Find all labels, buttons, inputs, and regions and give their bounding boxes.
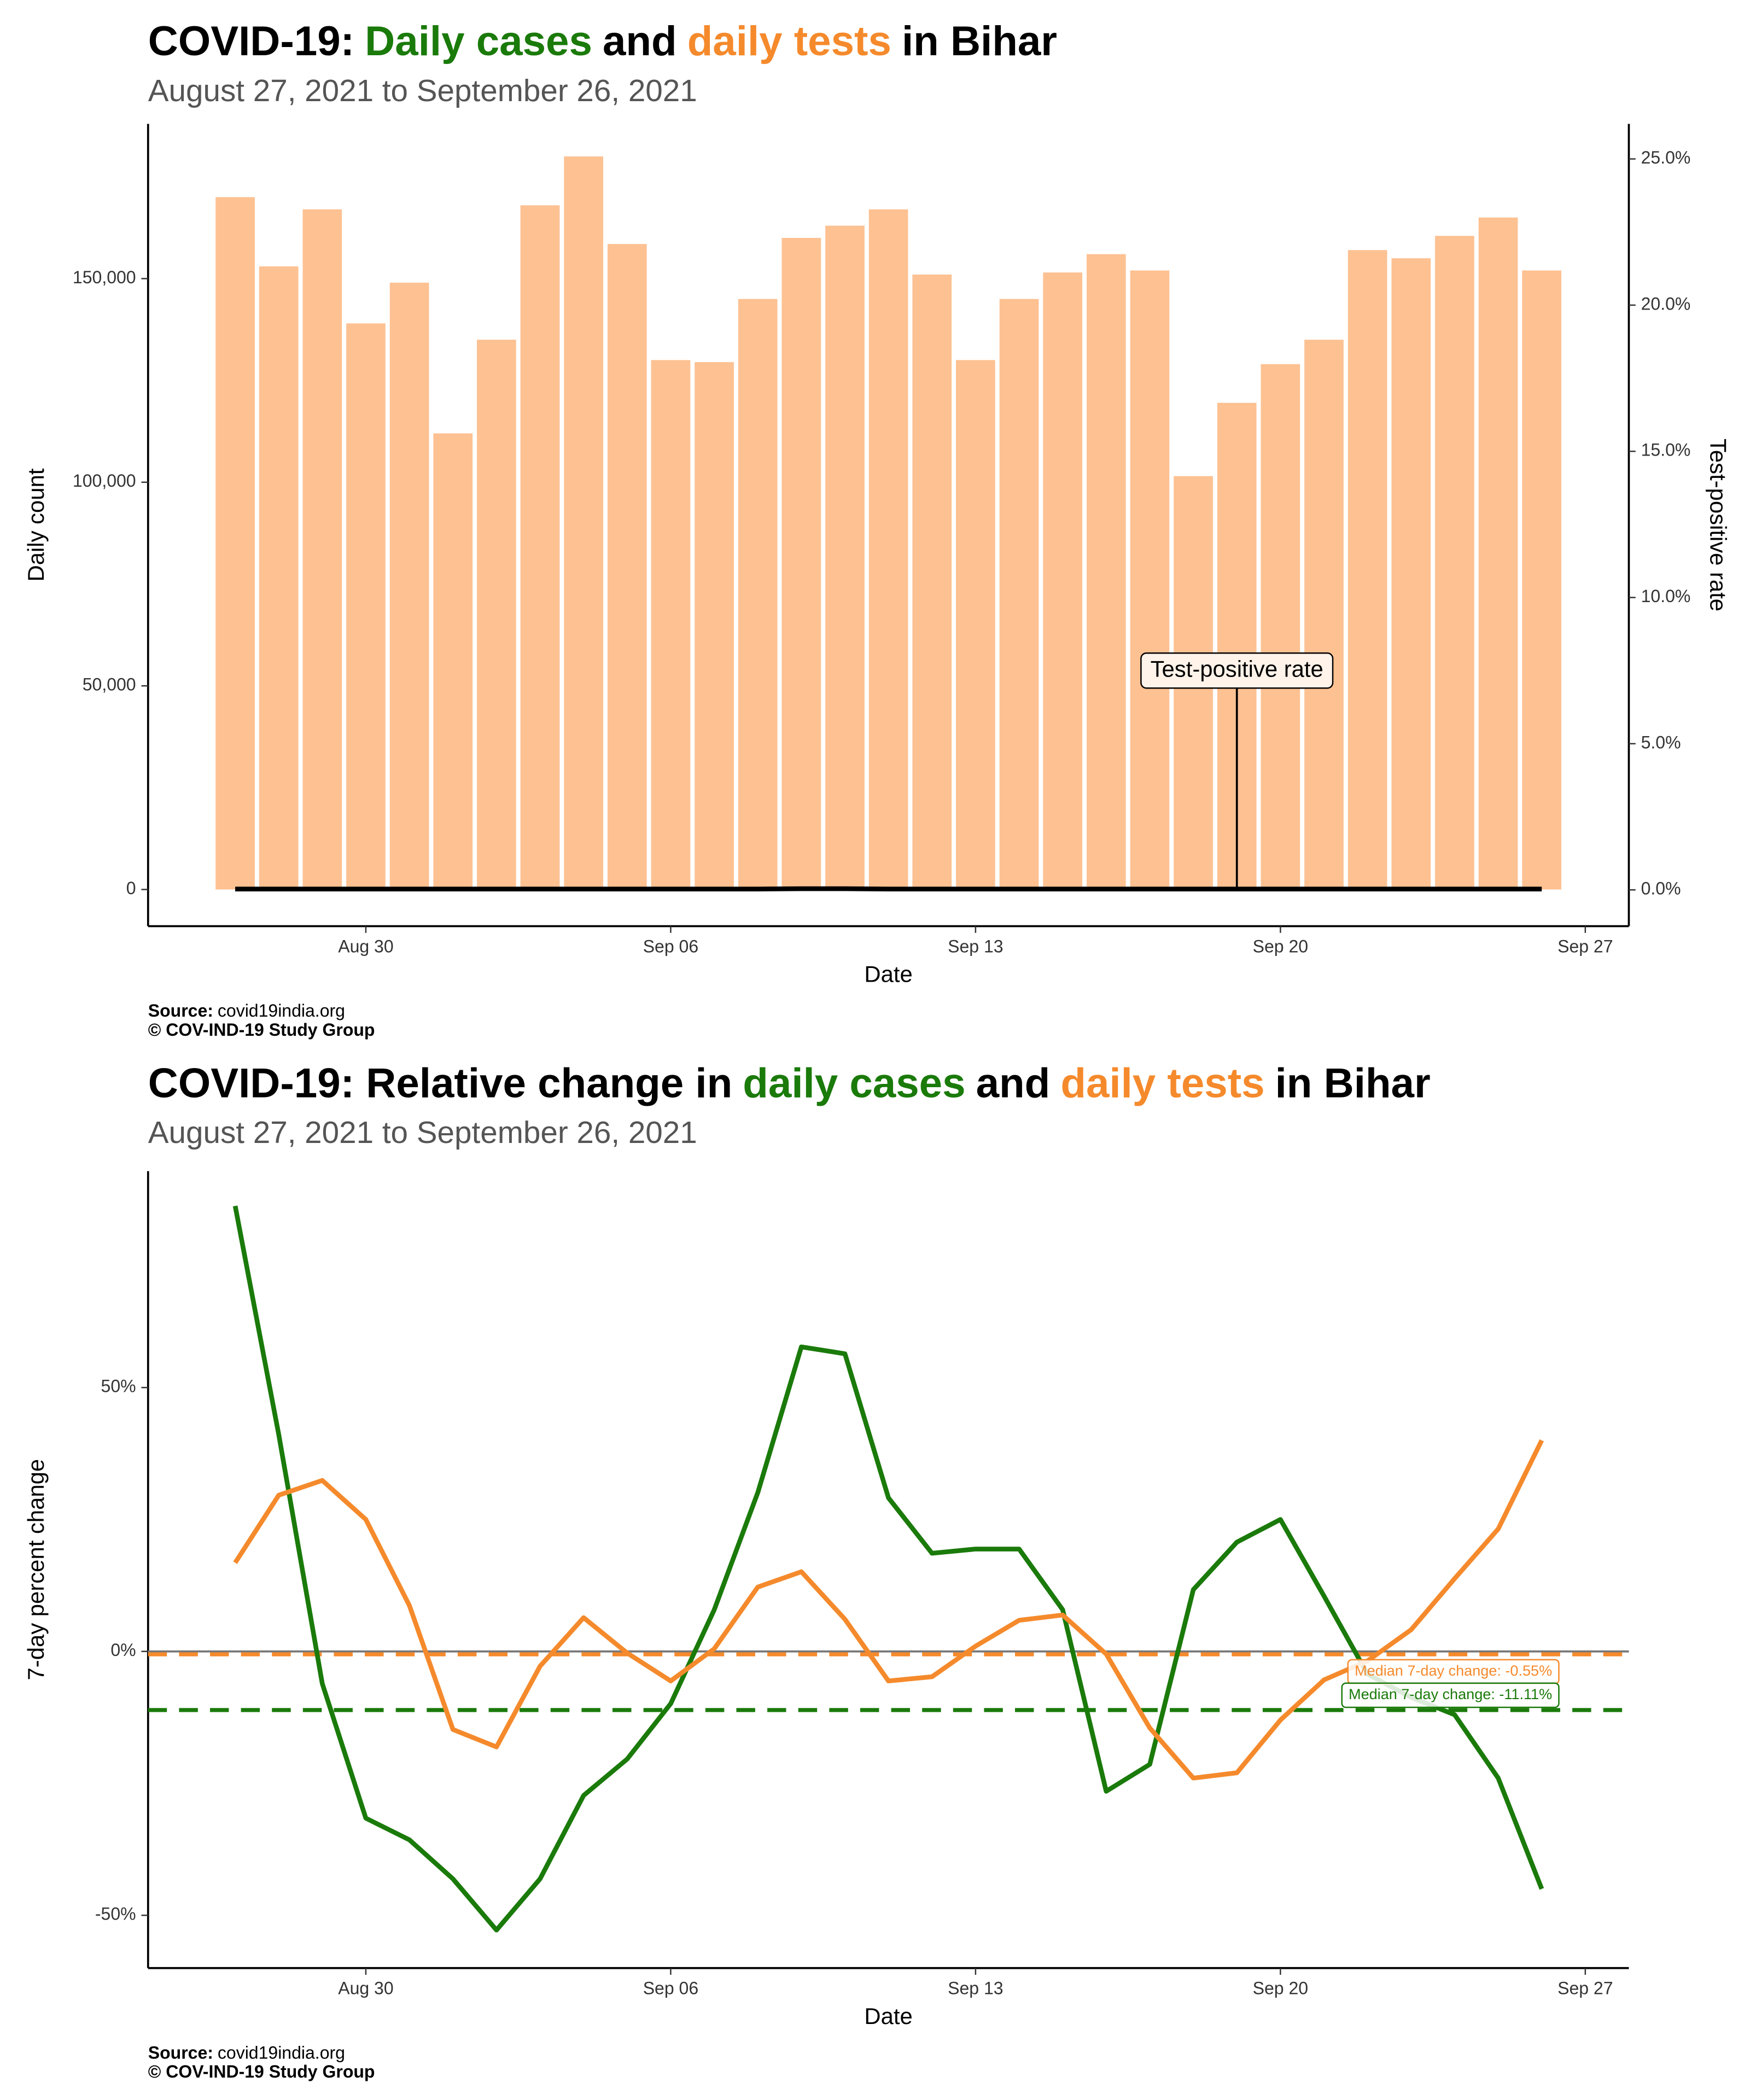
bar (1130, 270, 1170, 890)
copyright: © COV-IND-19 Study Group (148, 2062, 375, 2081)
y-tick-label: 100,000 (73, 471, 136, 491)
bar (302, 209, 342, 890)
y2-tick-label: 20.0% (1641, 294, 1691, 313)
y2-axis-label: Test-positive rate (1705, 439, 1731, 611)
y2-tick-label: 5.0% (1641, 732, 1681, 752)
bar (1086, 254, 1126, 890)
bar (346, 323, 386, 890)
title-part: in Bihar (1275, 1060, 1431, 1107)
y-tick-label: 0 (126, 878, 136, 898)
source-label: Source: (148, 2043, 213, 2063)
y-tick-label: 0% (110, 1640, 136, 1660)
median-label: Median 7-day change: -0.55% (1355, 1662, 1552, 1679)
data-line (233, 1439, 1544, 1781)
bar (1043, 272, 1083, 890)
bar (564, 156, 603, 890)
bar (1478, 217, 1518, 890)
y-axis-label: Daily count (23, 468, 49, 581)
y2-tick-label: 15.0% (1641, 440, 1691, 460)
chart-subtitle: August 27, 2021 to September 26, 2021 (148, 1115, 697, 1150)
bar (781, 237, 821, 890)
title-part: and (603, 18, 677, 65)
x-tick-label: Sep 13 (948, 1979, 1003, 1998)
title-part: in Bihar (902, 18, 1057, 65)
x-tick-label: Sep 27 (1558, 936, 1613, 956)
source-label: Source: (148, 1001, 213, 1021)
y2-tick-label: 25.0% (1641, 148, 1691, 167)
bar (999, 299, 1039, 890)
title-part: and (976, 1060, 1051, 1107)
y2-tick-label: 0.0% (1641, 879, 1681, 899)
x-tick-label: Aug 30 (338, 1979, 393, 1998)
title-part: daily tests (1060, 1060, 1264, 1107)
annotation-text: Test-positive rate (1151, 656, 1323, 681)
source: Source: covid19india.org (148, 1001, 345, 1021)
bar (215, 197, 255, 890)
bar (1348, 250, 1387, 890)
bar (433, 433, 473, 890)
bar (607, 244, 647, 890)
bar (1304, 340, 1344, 890)
source-value: covid19india.org (218, 1001, 345, 1021)
bar (520, 205, 560, 890)
bar (695, 362, 734, 890)
y-tick-label: 150,000 (73, 267, 136, 287)
source-value: covid19india.org (218, 2043, 345, 2063)
title-part: COVID-19: (148, 18, 354, 65)
chart-title: COVID-19: Daily cases and daily tests in Bih… (148, 18, 1057, 65)
data-line (232, 1205, 1544, 1933)
bar (651, 360, 691, 890)
y-tick-label: -50% (95, 1904, 136, 1924)
y2-tick-label: 10.0% (1641, 586, 1691, 606)
bar (259, 266, 299, 890)
y-axis-label: 7-day percent change (23, 1459, 49, 1681)
median-label-box (1341, 1682, 1560, 1708)
x-tick-label: Sep 06 (643, 1979, 698, 1998)
annotation-box (1140, 652, 1334, 689)
source: Source: covid19india.org (148, 2043, 345, 2063)
bar (956, 360, 995, 890)
title-part: COVID-19: Relative change in (148, 1060, 732, 1107)
title-part: daily cases (743, 1060, 965, 1107)
title-part: Daily cases (365, 18, 592, 65)
bar (825, 225, 865, 890)
y-tick-label: 50% (101, 1376, 136, 1396)
x-tick-label: Sep 20 (1253, 936, 1308, 956)
title-part: daily tests (687, 18, 891, 65)
y-tick-label: 50,000 (83, 675, 136, 695)
bar (477, 340, 516, 890)
bar (389, 282, 429, 890)
median-label: Median 7-day change: -11.11% (1349, 1685, 1552, 1702)
bar (1522, 270, 1562, 890)
bar (1435, 236, 1474, 890)
x-tick-label: Sep 06 (643, 936, 698, 956)
chart-subtitle: August 27, 2021 to September 26, 2021 (148, 73, 697, 108)
bar (1261, 364, 1300, 890)
x-axis-label: Date (864, 961, 912, 987)
bar (1391, 258, 1431, 890)
copyright: © COV-IND-19 Study Group (148, 1020, 375, 1040)
x-tick-label: Aug 30 (338, 936, 393, 956)
bar (868, 209, 908, 890)
bar (912, 275, 952, 890)
x-axis-label: Date (864, 2003, 912, 2029)
chart-title: COVID-19: Relative change in daily cases a… (148, 1060, 1431, 1107)
x-tick-label: Sep 13 (948, 936, 1003, 956)
x-tick-label: Sep 20 (1253, 1979, 1308, 1998)
bar (738, 299, 778, 890)
x-tick-label: Sep 27 (1558, 1979, 1613, 1998)
